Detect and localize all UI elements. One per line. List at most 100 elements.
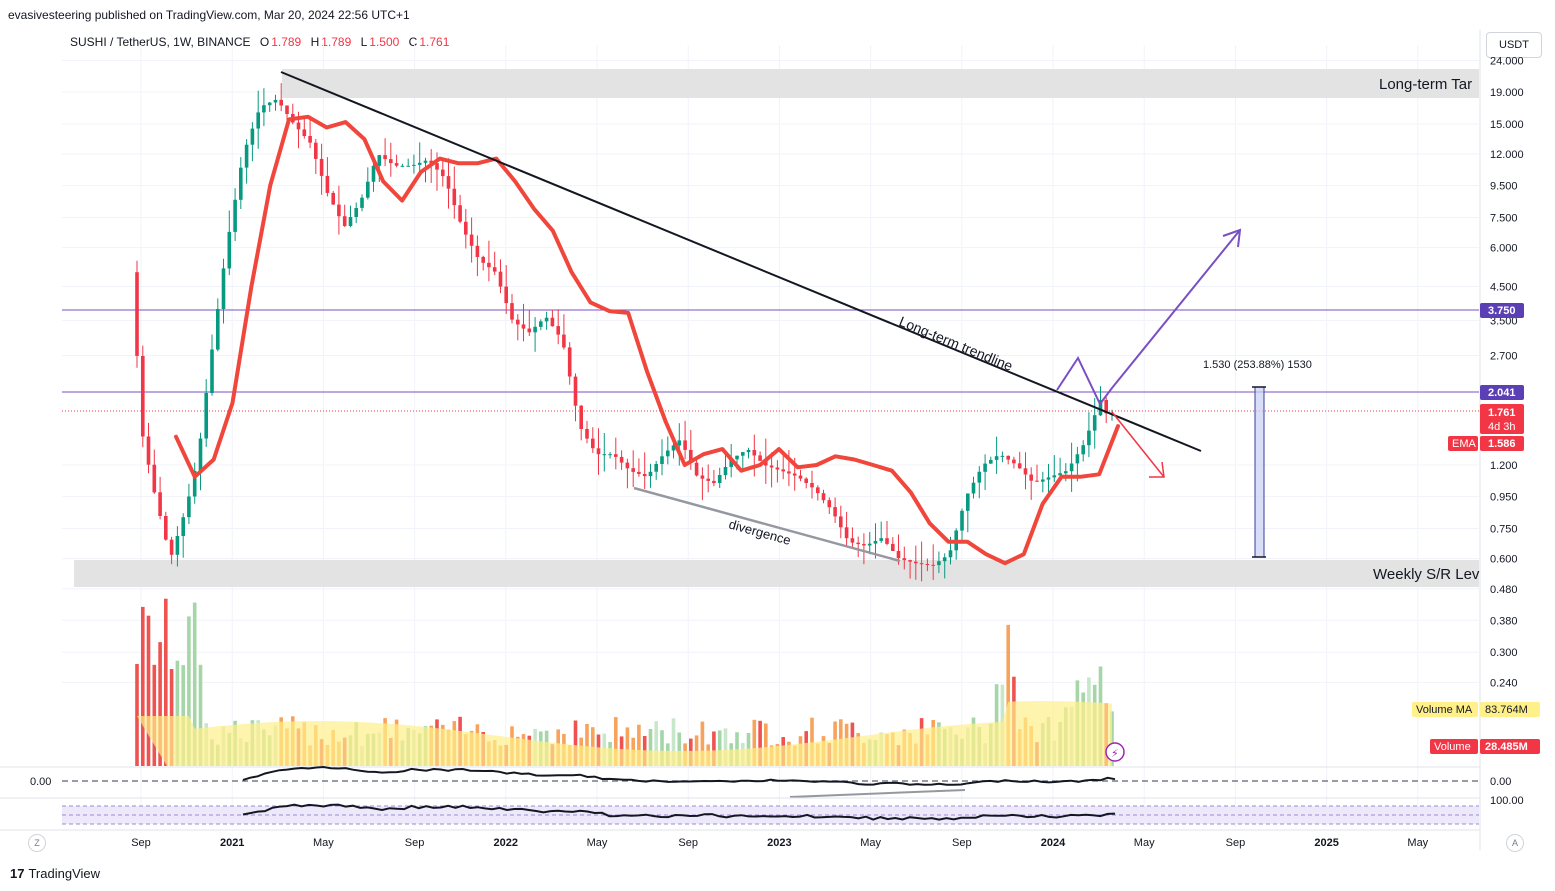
currency-button[interactable]: USDT [1486,32,1542,58]
candle-body [717,475,722,483]
candle-body [729,459,733,467]
candle-body [348,217,353,226]
legend-symbol[interactable]: SUSHI / TetherUS, 1W, BINANCE [70,35,251,49]
candle-body [608,454,612,456]
candle-body [135,272,139,356]
time-tick: Sep [405,837,425,849]
measure-label: 1.530 (253.88%) 1530 [1203,359,1312,371]
price-tick: 0.380 [1490,615,1518,627]
price-tick: 3.500 [1490,315,1518,327]
candle-body [1098,399,1103,416]
candle-body [619,456,624,463]
candle-body [204,393,208,439]
candle-body [833,507,837,517]
candle-body [377,155,382,166]
price-tick: 0.750 [1490,524,1518,536]
candle-body [400,165,405,167]
volume-bar [614,717,618,766]
volume-ma-area [137,701,1112,766]
candle-body [896,551,901,559]
price-tick: 7.500 [1490,213,1518,225]
candle-body [1052,475,1057,478]
volume-bar [158,642,162,766]
legend-low: 1.500 [369,35,400,49]
candle-body [481,256,485,263]
candle-body [1029,474,1033,481]
time-tick: May [313,837,334,849]
legend-low-key: L [360,35,368,49]
candle-body [919,563,924,565]
auto-scale-button[interactable]: A [1506,834,1524,852]
candle-body [429,160,433,164]
candle-body [527,328,532,333]
candle-body [562,334,566,348]
candle-body [966,493,970,511]
candle-body [141,356,145,437]
candle-body [146,436,151,465]
price-tick: 9.500 [1490,181,1518,193]
candle-body [331,192,335,205]
volume-bar [735,732,739,766]
legend-close-key: C [408,35,418,49]
time-tick: 2024 [1041,837,1066,849]
volume-bar [810,717,814,766]
price-tick: 0.480 [1490,584,1518,596]
candle-body [256,112,260,129]
candle-body [752,450,757,456]
price-tick: 4.500 [1490,282,1518,294]
candle-body [285,105,289,114]
candle-body [735,455,739,460]
candle-body [971,482,976,494]
purple-projection-arrow [1056,229,1241,406]
scale-left-button[interactable]: Z [28,834,46,852]
volume-bar [637,724,641,766]
volume-bar [192,602,197,766]
candle-body [642,474,647,477]
volume-bar [758,720,762,766]
candle-body [239,167,243,200]
candle-body [810,483,814,488]
price-tick: 6.000 [1490,243,1518,255]
price-tick: 0.240 [1490,677,1518,689]
candle-body [417,162,422,165]
time-tick: Sep [131,837,151,849]
candle-body [942,557,947,562]
candle-body [464,221,468,235]
candle-body [475,245,480,257]
price-axis: 24.000 19.000 15.000 12.000 9.500 7.500 6.000 4… [1490,55,1524,689]
volume-bar [677,732,682,766]
volume-bar [712,731,716,766]
time-tick: Sep [1226,837,1246,849]
price-tick: 15.000 [1490,119,1524,131]
candle-body [914,561,918,564]
candle-body [746,450,751,453]
candle-body [602,454,607,456]
tag-last-price: 1.761 4d 3h [1480,404,1524,434]
candle-body [262,105,266,113]
candle-body [885,538,889,544]
tag-volume: Volume 28.485M [1430,739,1540,754]
divergence-line [633,486,901,563]
candle-body [804,478,808,483]
candle-body [660,456,664,464]
candle-body [210,349,214,393]
candle-body [371,165,376,182]
candle-body [446,176,451,189]
price-tick: 19.000 [1490,87,1524,99]
candle-body [187,496,191,518]
svg-text:1.586: 1.586 [1488,438,1516,450]
candle-body [319,158,324,176]
volume-bar [152,664,157,766]
tag-level-lower: 2.041 [1480,385,1524,400]
candle-body [891,543,895,551]
candle-body [700,475,705,479]
svg-text:28.485M: 28.485M [1485,741,1528,753]
volume-bar [694,735,699,766]
legend-high-key: H [310,35,320,49]
candle-body [816,487,820,494]
candle-body [504,286,508,304]
candle-body [412,164,416,166]
candle-body [908,560,912,562]
replay-icon[interactable]: ⚡ [1105,742,1125,762]
